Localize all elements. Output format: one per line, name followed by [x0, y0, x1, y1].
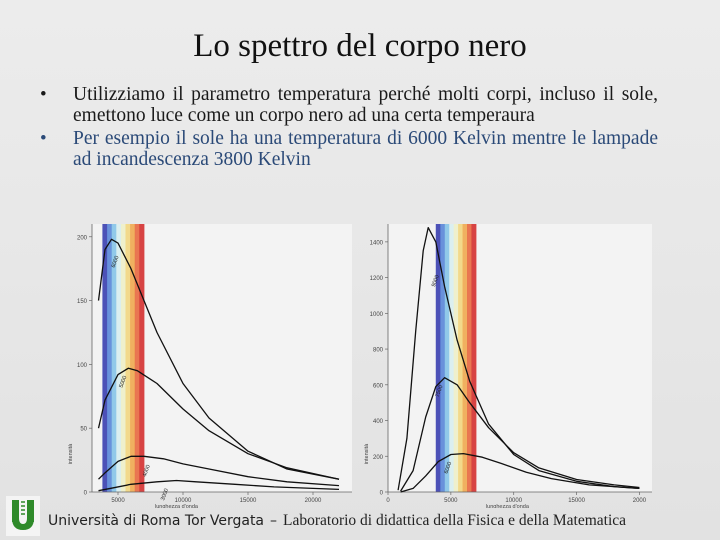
x-tick-label: 0	[386, 498, 390, 504]
x-tick-label: 20000	[305, 498, 322, 504]
blackbody-chart-right: 0 200 400 600 800 1000 1200 1400 0 5000 10000 15000…	[364, 224, 652, 508]
bullet-item: • Per esempio il sole ha una temperatura…	[40, 128, 658, 170]
spectrum-stripe	[107, 224, 113, 492]
y-tick-label: 800	[373, 348, 384, 354]
series-line-6000	[400, 452, 640, 493]
bullet-marker: •	[40, 128, 47, 149]
plot-area	[388, 224, 652, 492]
y-axis-label: intensità	[364, 443, 370, 464]
spectrum-stripe	[125, 224, 131, 492]
spectrum-stripe	[471, 224, 477, 492]
blackbody-chart-left: 0 50 100 150 200 5000 10000 15000 20000 lunghezza…	[68, 224, 352, 508]
series-line-3000	[98, 479, 340, 492]
y-tick-label: 0	[84, 491, 88, 497]
spectrum-stripe	[458, 224, 463, 492]
series-label: 3000	[160, 488, 170, 502]
y-tick-label: 1000	[370, 312, 384, 318]
bullet-item: • Utilizziamo il parametro temperatura p…	[40, 84, 658, 126]
spectrum-stripe	[111, 224, 117, 492]
bullet-marker: •	[40, 84, 47, 105]
series-line-7500	[400, 377, 640, 492]
x-axis-label: lunghezza d'onda	[155, 504, 199, 508]
y-tick-label: 200	[77, 235, 88, 241]
spectrum-stripe	[130, 224, 136, 492]
slide-title: Lo spettro del corpo nero	[193, 28, 527, 64]
y-tick-label: 200	[373, 455, 384, 461]
spectrum-stripe	[102, 224, 108, 492]
series-line-4000	[98, 455, 340, 487]
spectrum-stripe	[139, 224, 145, 492]
series-label: 6000	[111, 255, 121, 269]
series-label: 9000	[431, 274, 441, 288]
series-line-9000	[397, 226, 640, 491]
series-label: 7500	[435, 385, 445, 399]
x-tick-label: 2000	[633, 498, 647, 504]
footer-university: Università di Roma Tor Vergata	[48, 513, 265, 529]
x-tick-label: 10000	[505, 498, 522, 504]
spectrum-stripe	[462, 224, 468, 492]
spectrum-stripe	[453, 224, 459, 492]
x-axis-label: lunghezza d'onda	[486, 504, 530, 508]
footer-lab: Laboratorio di didattica della Fisica e …	[283, 512, 627, 529]
series-label: 5000	[119, 375, 129, 389]
university-logo-icon	[6, 496, 40, 536]
bullet-text: Per esempio il sole ha una temperatura d…	[73, 128, 658, 170]
spectrum-stripe	[116, 224, 122, 492]
bullet-list: • Utilizziamo il parametro temperatura p…	[40, 84, 658, 170]
y-tick-label: 1400	[370, 240, 384, 246]
x-tick-label: 5000	[444, 498, 458, 504]
slide-footer: Università di Roma Tor Vergata – Laborator…	[48, 512, 626, 530]
spectrum-stripe	[120, 224, 126, 492]
spectrum-stripe	[467, 224, 472, 492]
bullet-text: Utilizziamo il parametro temperatura per…	[73, 84, 658, 126]
y-tick-label: 400	[373, 419, 384, 425]
spectrum-stripe	[440, 224, 446, 492]
visible-spectrum-band	[435, 224, 477, 492]
visible-spectrum-band	[102, 224, 145, 492]
spectrum-stripe	[134, 224, 140, 492]
spectrum-stripe	[435, 224, 441, 492]
series-line-6000	[97, 238, 340, 480]
y-axis-label: intensità	[68, 443, 74, 464]
x-tick-label: 15000	[240, 498, 257, 504]
spectrum-stripe	[444, 224, 450, 492]
series-line-5000	[97, 367, 340, 480]
x-tick-label: 10000	[175, 498, 192, 504]
y-tick-label: 150	[77, 299, 88, 305]
y-tick-label: 1200	[370, 276, 384, 282]
spectrum-stripe	[449, 224, 455, 492]
series-label: 4000	[142, 464, 152, 478]
y-tick-label: 600	[373, 383, 384, 389]
x-tick-label: 15000	[568, 498, 585, 504]
series-label: 6000	[444, 461, 454, 475]
x-tick-label: 5000	[111, 498, 125, 504]
y-tick-label: 0	[380, 491, 384, 497]
y-tick-label: 50	[80, 427, 87, 433]
y-tick-label: 100	[77, 363, 88, 369]
footer-separator: –	[270, 513, 278, 529]
